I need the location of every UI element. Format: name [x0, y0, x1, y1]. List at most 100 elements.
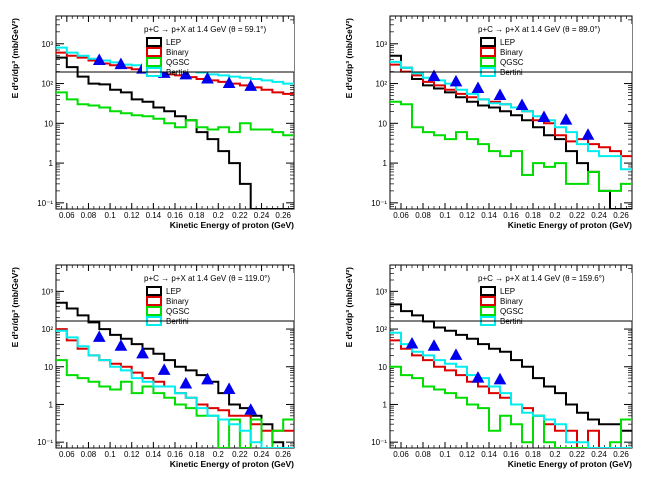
legend-swatch-qgsc	[480, 306, 496, 316]
x-tick-label: 0.08	[415, 211, 431, 220]
x-tick-label: 0.26	[613, 450, 629, 459]
data-point	[201, 372, 214, 385]
data-point	[179, 376, 193, 389]
x-tick-label: 0.24	[591, 450, 607, 459]
data-point	[222, 76, 236, 89]
y-tick-label: 10	[44, 363, 53, 372]
legend-swatch-qgsc	[146, 306, 162, 316]
y-tick-label: 10²	[41, 80, 53, 89]
x-tick-label: 0.24	[591, 211, 607, 220]
chart-panel-4: 0.06 0.08 0.1 0.12 0.14 0.16 0.18 0.2 0.22 0.24 0.…	[344, 264, 633, 469]
x-tick-label: 0.18	[525, 450, 541, 459]
x-axis-label: Kinetic Energy of proton (GeV)	[170, 220, 294, 230]
x-tick-label: 0.22	[232, 450, 248, 459]
x-tick-label: 0.16	[503, 450, 519, 459]
data-point	[581, 128, 595, 140]
series-binary-histogram	[390, 339, 632, 448]
x-tick-label: 0.26	[275, 211, 291, 220]
data-point	[136, 346, 149, 359]
legend-swatch-qgsc	[480, 57, 496, 67]
y-tick-label: 1	[383, 159, 388, 168]
series-qgsc-histogram	[56, 91, 294, 137]
y-axis-label: E d³σ/dp³ (mb/GeV²)	[10, 18, 20, 99]
legend-label-qgsc: QGSC	[166, 307, 190, 316]
x-tick-label: 0.2	[213, 450, 225, 459]
data-point	[493, 372, 507, 385]
y-tick-label: 10²	[41, 325, 53, 334]
x-axis-label: Kinetic Energy of proton (GeV)	[170, 459, 294, 469]
legend-box	[142, 24, 294, 72]
series-bertini-histogram	[56, 329, 294, 448]
legend-label-binary: Binary	[166, 48, 189, 57]
x-tick-label: 0.08	[81, 450, 97, 459]
chart-panel-2: 0.06 0.08 0.1 0.12 0.14 0.16 0.18 0.2 0.22 0.24 0.…	[344, 15, 633, 230]
x-tick-label: 0.22	[569, 450, 585, 459]
legend-label-qgsc: QGSC	[500, 58, 524, 67]
x-tick-label: 0.14	[481, 211, 497, 220]
legend-swatch-qgsc	[146, 57, 162, 67]
data-point	[114, 339, 128, 351]
data-point	[471, 371, 485, 383]
series-qgsc-histogram	[390, 100, 632, 192]
data-point	[157, 363, 171, 375]
legend-box	[142, 273, 294, 321]
x-tick-label: 0.2	[213, 211, 225, 220]
y-tick-label: 10³	[41, 287, 53, 296]
x-tick-label: 0.06	[59, 450, 75, 459]
legend-swatch-lep	[146, 286, 162, 296]
x-tick-label: 0.22	[232, 211, 248, 220]
data-point	[559, 113, 573, 125]
y-tick-label: 10	[44, 119, 53, 128]
y-tick-label: 1	[383, 400, 388, 409]
y-tick-label: 10³	[41, 40, 53, 49]
x-tick-label: 0.12	[124, 450, 140, 459]
x-tick-label: 0.14	[146, 211, 162, 220]
x-axis-label: Kinetic Energy of proton (GeV)	[508, 459, 632, 469]
legend: p+C → p+X at 1.4 GeV (θ = 119.0°) LEPBina…	[56, 273, 294, 326]
legend-swatch-binary	[480, 296, 496, 306]
chart-title: p+C → p+X at 1.4 GeV (θ = 119.0°)	[144, 274, 270, 283]
y-tick-label: 1	[49, 159, 54, 168]
legend-label-lep: LEP	[500, 287, 515, 296]
x-tick-label: 0.12	[459, 450, 475, 459]
x-tick-label: 0.18	[189, 211, 205, 220]
legend-label-qgsc: QGSC	[500, 307, 524, 316]
data-point	[471, 81, 485, 94]
x-tick-label: 0.16	[167, 450, 183, 459]
data-point	[179, 67, 193, 80]
legend-swatch-lep	[146, 37, 162, 47]
chart-title: p+C → p+X at 1.4 GeV (θ = 159.6°)	[478, 274, 605, 283]
data-point	[427, 69, 441, 82]
legend-label-lep: LEP	[500, 38, 515, 47]
x-tick-label: 0.06	[59, 211, 75, 220]
series-qgsc-histogram	[390, 365, 632, 448]
legend-swatch-lep	[480, 37, 496, 47]
data-point	[92, 330, 106, 342]
x-tick-label: 0.14	[146, 450, 162, 459]
x-tick-label: 0.24	[254, 211, 270, 220]
y-axis-label: E d³σ/dp³ (mb/GeV²)	[344, 18, 354, 99]
legend-swatch-binary	[146, 296, 162, 306]
series-qgsc-histogram	[56, 359, 294, 448]
x-tick-label: 0.12	[124, 211, 140, 220]
y-tick-label: 10⁻¹	[371, 199, 387, 208]
y-tick-label: 10²	[375, 325, 387, 334]
x-tick-label: 0.08	[415, 450, 431, 459]
y-tick-label: 10³	[375, 40, 387, 49]
x-tick-label: 0.1	[105, 211, 117, 220]
data-point	[537, 110, 551, 123]
legend-label-binary: Binary	[500, 297, 523, 306]
x-tick-label: 0.2	[549, 450, 561, 459]
x-axis-label: Kinetic Energy of proton (GeV)	[508, 220, 632, 230]
data-point	[244, 403, 258, 415]
chart-title: p+C → p+X at 1.4 GeV (θ = 89.0°)	[478, 25, 600, 34]
legend-label-lep: LEP	[166, 287, 181, 296]
x-tick-label: 0.1	[105, 450, 117, 459]
legend-label-binary: Binary	[166, 297, 189, 306]
legend-label-lep: LEP	[166, 38, 181, 47]
legend-swatch-binary	[146, 47, 162, 57]
y-tick-label: 10²	[375, 80, 387, 89]
x-tick-label: 0.18	[525, 211, 541, 220]
